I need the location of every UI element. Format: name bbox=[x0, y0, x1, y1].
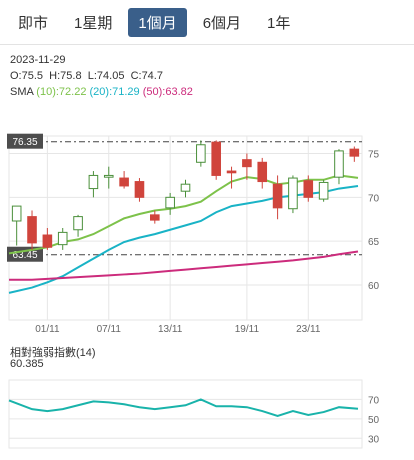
candle-body bbox=[318, 181, 329, 200]
candle bbox=[288, 175, 298, 214]
candle bbox=[257, 157, 268, 189]
candle bbox=[303, 175, 314, 202]
candle-body bbox=[42, 234, 53, 248]
low-marker-label: 63.45 bbox=[12, 250, 37, 261]
rsi-title: 相對強弱指數(14) bbox=[10, 347, 96, 359]
candle-body bbox=[242, 159, 252, 168]
high-marker-box bbox=[7, 133, 43, 149]
low-label: L: bbox=[87, 70, 97, 82]
x-tick-label: 13/11 bbox=[158, 324, 183, 335]
rsi-value: 60.385 bbox=[10, 358, 44, 370]
candle bbox=[119, 171, 129, 189]
candle-body bbox=[288, 177, 298, 210]
x-tick-label: 07/11 bbox=[97, 324, 122, 335]
candle bbox=[196, 140, 206, 167]
info-sma: SMA (10):72.22 (20):71.29 (50):63.82 bbox=[10, 86, 193, 98]
tabs-divider bbox=[0, 44, 414, 45]
rsi-chart[interactable]: 30 50 70 bbox=[0, 374, 414, 454]
candle bbox=[57, 228, 68, 250]
candle-body bbox=[303, 180, 314, 198]
sma50-line bbox=[9, 250, 359, 281]
tab-6-months[interactable]: 6個月 bbox=[202, 14, 242, 32]
candle bbox=[27, 210, 37, 250]
open-label: O: bbox=[10, 70, 22, 82]
tab-1-year[interactable]: 1年 bbox=[267, 14, 291, 32]
sma20-label: (20):71.29 bbox=[89, 86, 140, 98]
candle bbox=[349, 146, 360, 162]
candle-body bbox=[134, 181, 145, 198]
candle-body bbox=[11, 205, 22, 222]
candle-body bbox=[165, 196, 175, 209]
sma10-line bbox=[8, 174, 359, 255]
candle bbox=[226, 166, 237, 189]
candle bbox=[334, 149, 344, 185]
candle-body bbox=[226, 170, 237, 174]
x-tick-label: 19/11 bbox=[235, 324, 260, 335]
high-marker-label: 76.35 bbox=[12, 137, 37, 148]
info-date: 2023-11-29 bbox=[10, 54, 66, 66]
candlestick-chart[interactable]: 60 65 70 75 01/11 07/11 13/11 19/11 23/11 76.35 63… bbox=[0, 100, 414, 340]
y-tick-label: 75 bbox=[368, 150, 380, 161]
rsi-frame bbox=[8, 379, 363, 449]
rsi-y-tick-label: 50 bbox=[368, 415, 380, 426]
candle bbox=[103, 166, 114, 189]
candle-body bbox=[57, 231, 68, 246]
sma50-label: (50):63.82 bbox=[142, 86, 193, 98]
candle-body bbox=[88, 174, 99, 190]
candle bbox=[318, 179, 329, 202]
candle bbox=[180, 179, 191, 198]
candle-body bbox=[27, 216, 37, 244]
candle bbox=[73, 214, 83, 237]
x-tick-label: 01/11 bbox=[35, 324, 60, 335]
sma-label: SMA bbox=[10, 86, 34, 98]
low-value: 74.05 bbox=[96, 70, 125, 82]
candle bbox=[42, 228, 53, 250]
close-value: 74.7 bbox=[141, 70, 163, 82]
candle-body bbox=[119, 177, 129, 187]
candle bbox=[242, 153, 252, 180]
x-tick-label: 23/11 bbox=[296, 324, 321, 335]
rsi-y-tick-label: 30 bbox=[368, 434, 380, 445]
candle-body bbox=[196, 144, 206, 163]
tab-live[interactable]: 即市 bbox=[18, 14, 49, 32]
candle-body bbox=[257, 161, 268, 183]
high-label: H: bbox=[49, 70, 61, 82]
candle bbox=[211, 140, 221, 180]
candle-body bbox=[211, 141, 221, 176]
high-value: 75.8 bbox=[60, 70, 82, 82]
period-tabs: 即市 1星期 1個月 6個月 1年 bbox=[0, 0, 414, 44]
candle bbox=[134, 178, 145, 202]
close-label: C: bbox=[130, 70, 142, 82]
candle-body bbox=[73, 216, 83, 231]
candle bbox=[11, 205, 22, 246]
candle-body bbox=[349, 148, 360, 157]
candle-body bbox=[334, 150, 344, 178]
rsi-y-tick-label: 70 bbox=[368, 395, 380, 406]
candle-body bbox=[180, 183, 191, 192]
candle-body bbox=[150, 214, 160, 221]
open-value: 75.5 bbox=[21, 70, 44, 82]
y-tick-label: 70 bbox=[368, 193, 380, 204]
y-tick-label: 60 bbox=[368, 281, 380, 292]
info-ohlc: O:75.5 H:75.8 L:74.05 C:74.7 bbox=[10, 70, 163, 82]
candle-body bbox=[103, 174, 114, 178]
y-tick-label: 65 bbox=[368, 237, 380, 248]
sma20-line bbox=[8, 185, 359, 294]
rsi-line bbox=[8, 398, 359, 417]
candle-body bbox=[272, 183, 283, 209]
candle bbox=[150, 210, 160, 224]
candle bbox=[272, 175, 283, 220]
sma10-label: (10):72.22 bbox=[36, 86, 87, 98]
tab-1-week[interactable]: 1星期 bbox=[74, 14, 113, 32]
tab-1-month[interactable]: 1個月 bbox=[128, 7, 187, 37]
plot-frame bbox=[8, 135, 363, 321]
candle bbox=[88, 171, 99, 198]
candle bbox=[165, 192, 175, 215]
